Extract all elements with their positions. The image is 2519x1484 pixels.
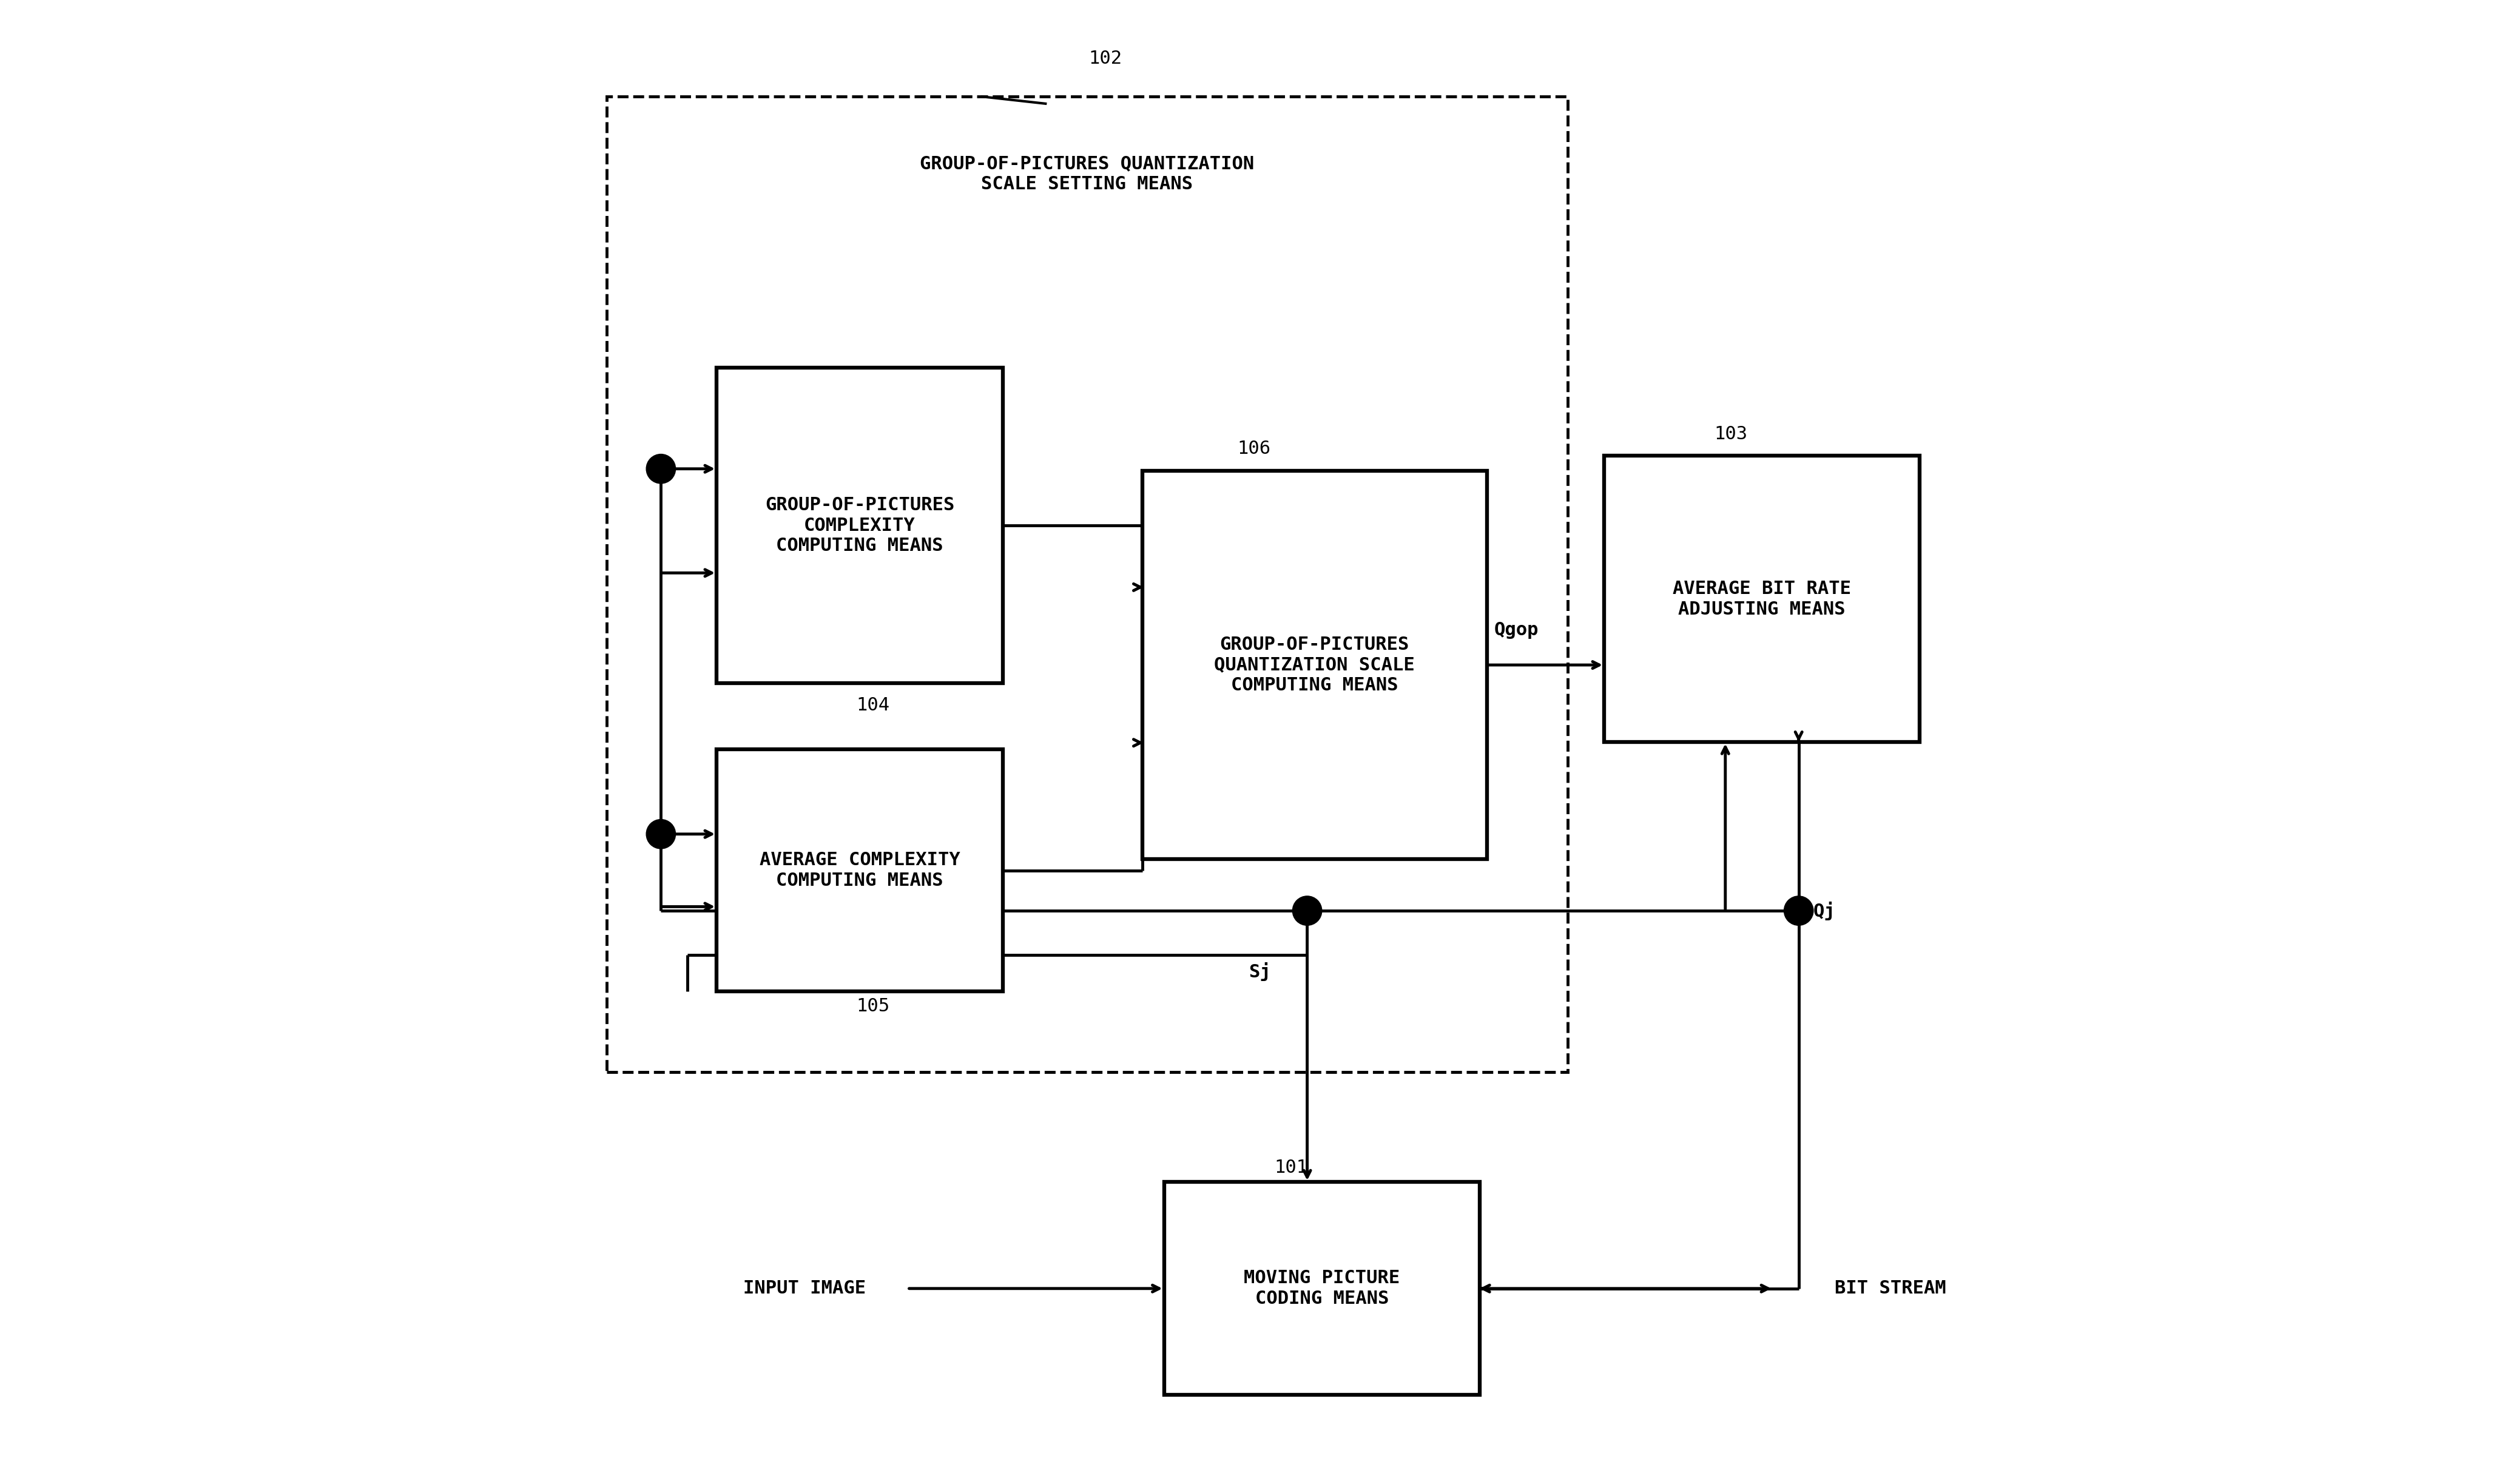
- Text: BIT STREAM: BIT STREAM: [1834, 1279, 1947, 1297]
- Text: MOVING PICTURE
CODING MEANS: MOVING PICTURE CODING MEANS: [1244, 1269, 1401, 1307]
- Text: GROUP-OF-PICTURES QUANTIZATION
SCALE SETTING MEANS: GROUP-OF-PICTURES QUANTIZATION SCALE SET…: [919, 156, 1254, 193]
- Text: Qgop: Qgop: [1494, 620, 1539, 638]
- Text: 103: 103: [1715, 424, 1748, 442]
- Text: Sj: Sj: [1249, 962, 1270, 981]
- Bar: [1605, 456, 1919, 742]
- Text: AVERAGE COMPLEXITY
COMPUTING MEANS: AVERAGE COMPLEXITY COMPUTING MEANS: [758, 852, 960, 889]
- Text: Qj: Qj: [1814, 901, 1836, 920]
- Circle shape: [647, 454, 675, 484]
- Text: 105: 105: [856, 997, 889, 1015]
- Text: 101: 101: [1275, 1159, 1307, 1177]
- Circle shape: [1292, 896, 1322, 926]
- Text: INPUT IMAGE: INPUT IMAGE: [743, 1279, 867, 1297]
- Text: AVERAGE BIT RATE
ADJUSTING MEANS: AVERAGE BIT RATE ADJUSTING MEANS: [1673, 580, 1851, 617]
- Text: 104: 104: [856, 696, 889, 714]
- Circle shape: [1783, 896, 1814, 926]
- Text: 106: 106: [1237, 439, 1272, 457]
- Bar: [718, 749, 1003, 991]
- Text: GROUP-OF-PICTURES
QUANTIZATION SCALE
COMPUTING MEANS: GROUP-OF-PICTURES QUANTIZATION SCALE COM…: [1214, 635, 1416, 695]
- Bar: [607, 96, 1567, 1071]
- Text: GROUP-OF-PICTURES
COMPLEXITY
COMPUTING MEANS: GROUP-OF-PICTURES COMPLEXITY COMPUTING M…: [766, 497, 955, 555]
- Bar: [1164, 1183, 1479, 1395]
- Bar: [718, 368, 1003, 683]
- Text: 102: 102: [1088, 49, 1121, 67]
- Circle shape: [647, 819, 675, 849]
- Bar: [1141, 470, 1486, 859]
